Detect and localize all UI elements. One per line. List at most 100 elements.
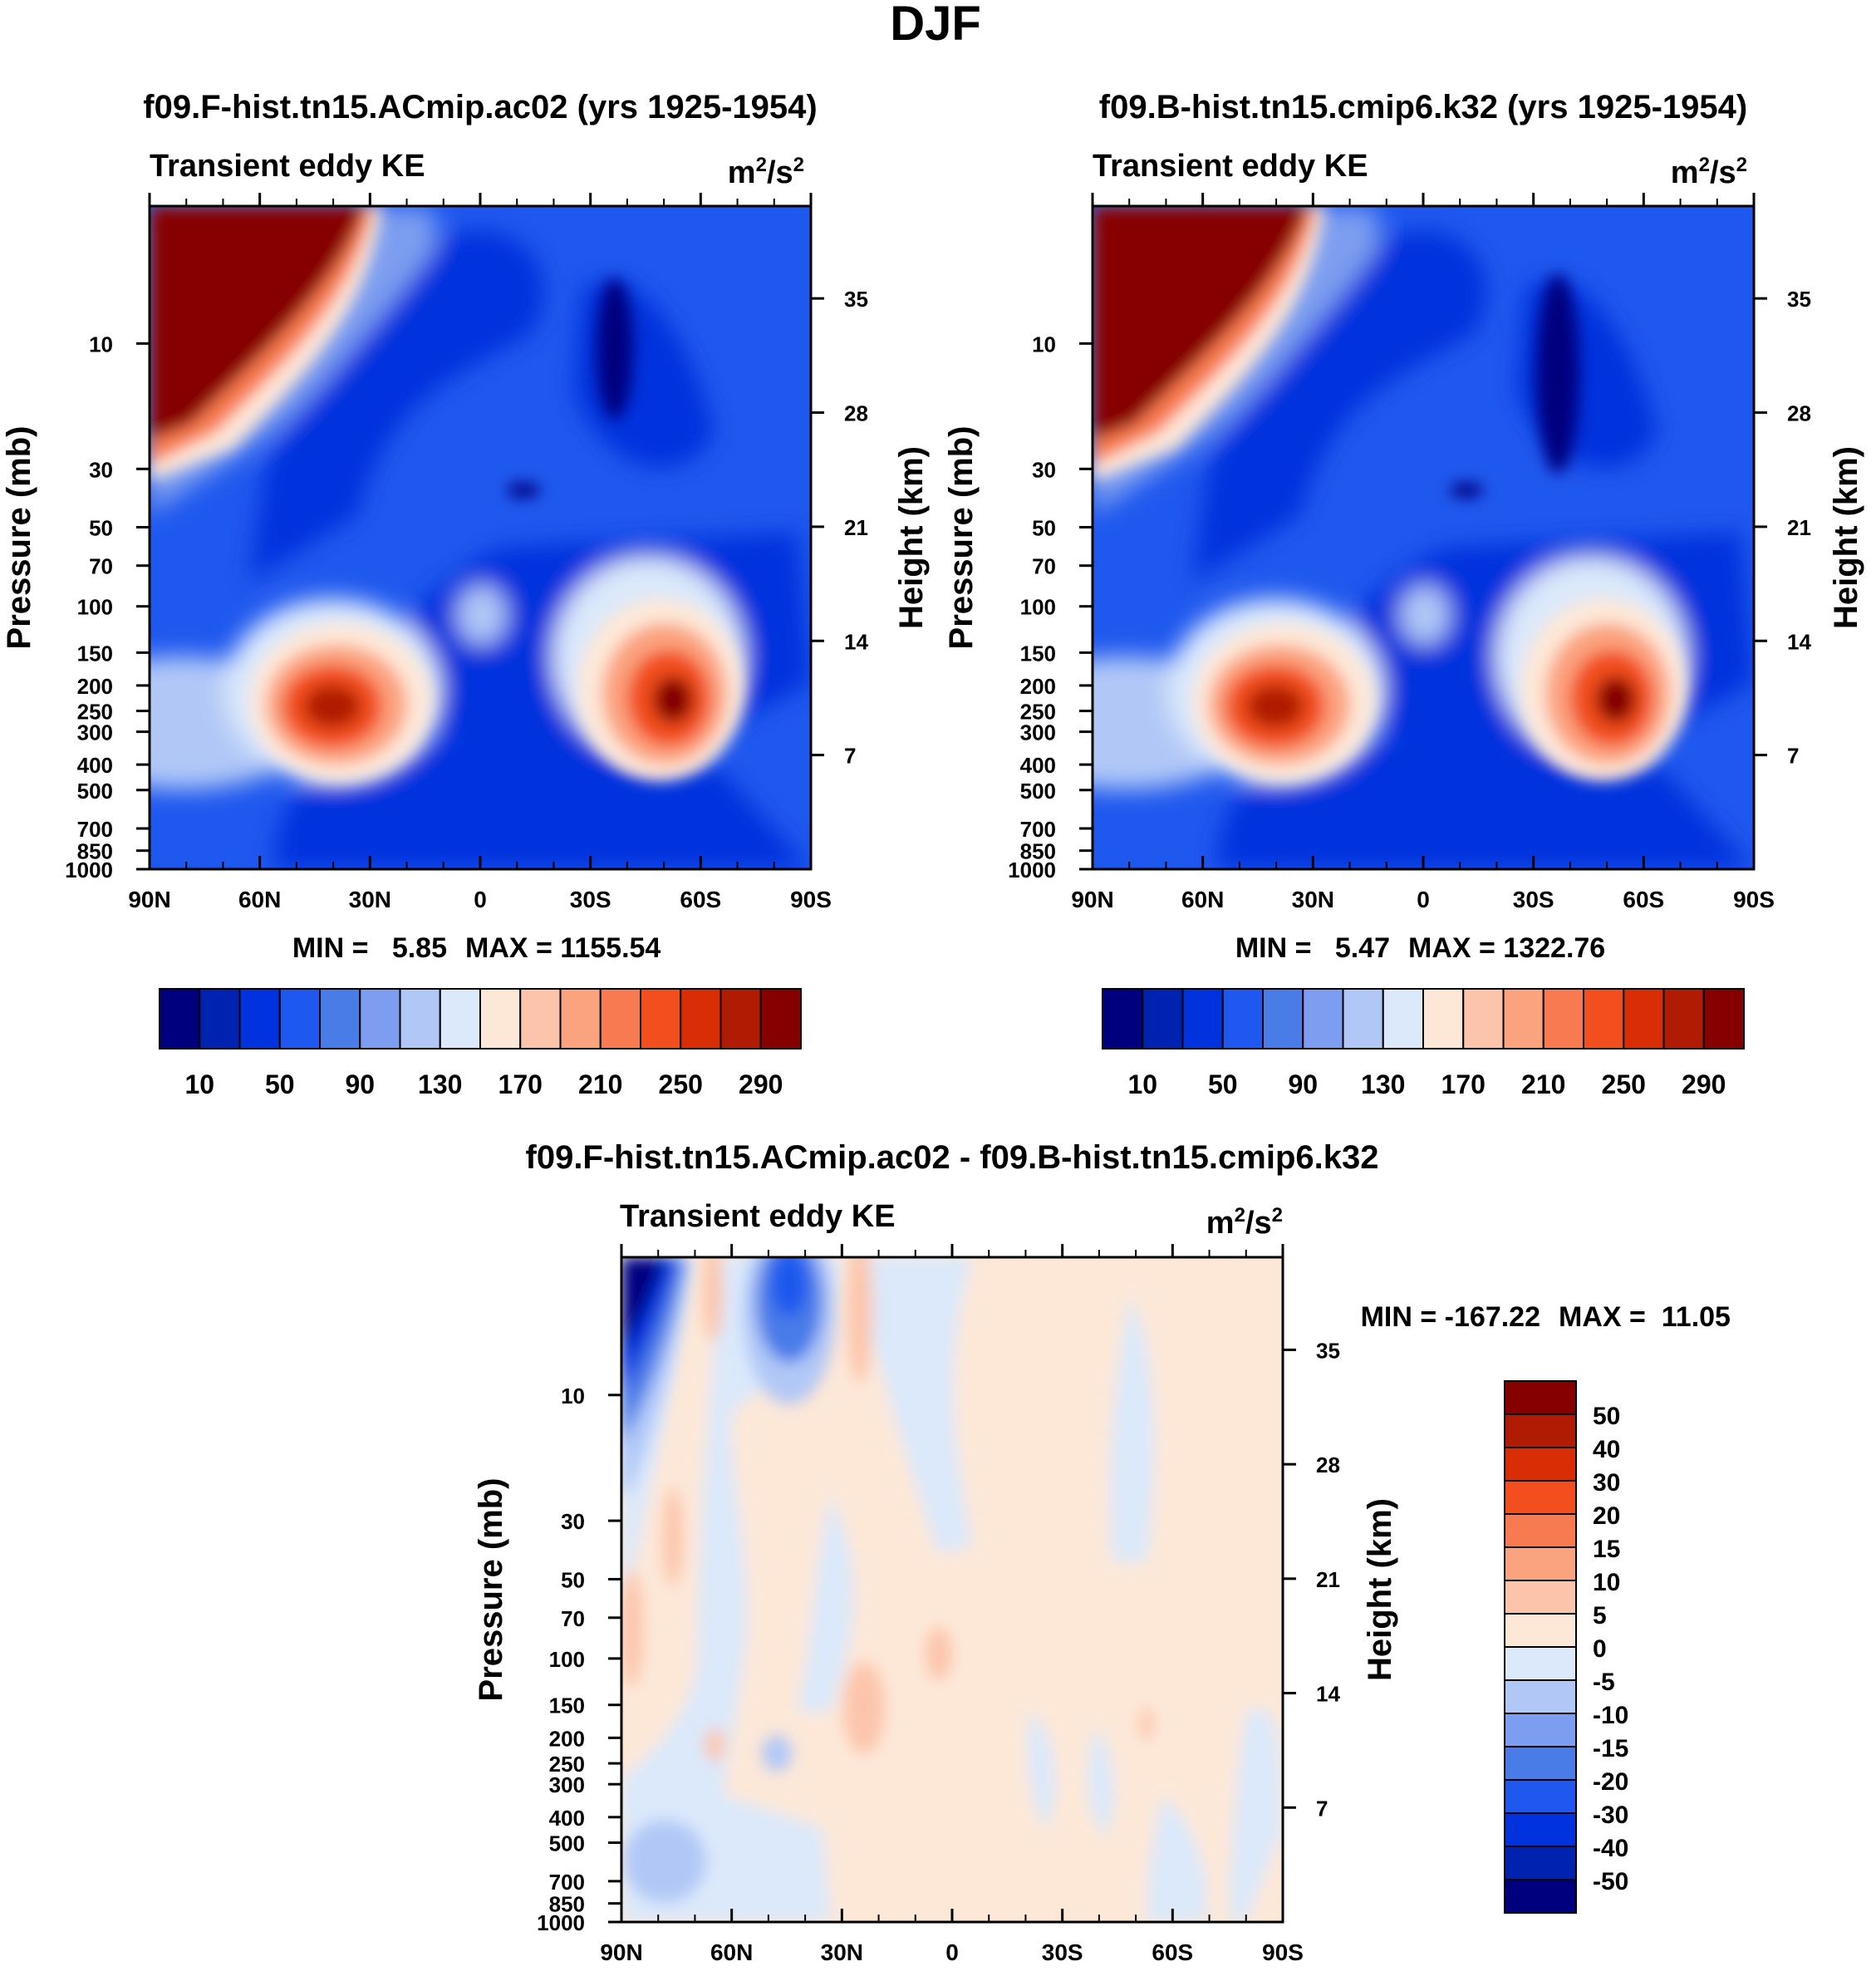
units-exp: 2 [793,154,804,176]
colorbar-label: 130 [418,1069,462,1099]
y-tick-label: 10 [561,1384,585,1408]
colorbar-label: 15 [1593,1536,1620,1563]
contour-field [621,1257,1283,1922]
colorbar-box [680,988,722,1049]
x-tick-label: 30N [821,1939,863,1965]
colorbar: 10 50 90 130 170 210 250 290 [1102,988,1745,1099]
contour-region [457,585,507,645]
x-tick-label: 90S [1733,887,1775,912]
max-label: MAX = 1155.54 [465,932,661,964]
colorbar-box [1504,1447,1577,1482]
height-tick-labels: 35 28 21 14 7 [1754,287,1811,769]
colorbar-label: 90 [1288,1069,1318,1099]
units-exp: 2 [1272,1204,1283,1226]
x-tick-label: 90N [1071,887,1113,912]
min-label: MIN = -167.22 [1361,1301,1540,1333]
contour-region [771,1257,808,1317]
colorbar-box [278,988,321,1049]
contour-region [1450,483,1483,498]
panel-left-subtitle: Transient eddy KE [150,149,425,184]
y-axis-label-right: Height (km) [893,446,930,629]
panel-test-run: f09.B-hist.tn15.cmip6.k32 (yrs 1925-1954… [943,89,1864,1099]
colorbar-label: 250 [659,1069,703,1099]
contour-field [1093,206,1754,869]
units-sep: /s [1245,1206,1272,1241]
x-tick-label: 60S [1152,1939,1193,1965]
colorbar-box [1342,988,1384,1049]
colorbar-label: 5 [1593,1602,1607,1630]
panel-title: f09.F-hist.tn15.ACmip.ac02 (yrs 1925-195… [143,89,817,125]
colorbar-label: -5 [1593,1669,1615,1696]
x-tick-label: 90N [600,1939,642,1965]
y-tick-label: 850 [1020,839,1056,864]
x-tick-label: 0 [945,1939,959,1965]
colorbar-label: 10 [1127,1069,1157,1099]
contour-region [1247,685,1304,728]
x-tick-labels: 90N 60N 30N 0 30S 60S 90S [128,193,832,912]
x-tick-label: 30N [1292,887,1334,912]
height-tick-label: 21 [1787,515,1811,540]
y-tick-label: 100 [549,1647,585,1672]
height-tick-label: 35 [1316,1338,1340,1363]
y-tick-label: 400 [549,1806,585,1831]
contour-region [1088,1728,1114,1836]
colorbar-box [1583,988,1625,1049]
page-title: DJF [890,0,981,51]
y-axis-label-right: Height (km) [1828,446,1864,629]
y-tick-label: 30 [1032,457,1056,482]
y-axis-label: Pressure (mb) [943,426,980,650]
y-tick-label: 50 [89,515,113,540]
contour-region [843,1662,885,1753]
contour-region [762,1735,792,1772]
height-tick-labels: 35 28 21 14 7 [811,287,868,769]
height-tick-label: 14 [1316,1682,1340,1707]
contour-region [507,483,540,498]
y-tick-label: 50 [1032,515,1056,540]
contour-region [1110,1296,1154,1562]
colorbar-label: 210 [578,1069,622,1099]
contour-region [597,278,633,420]
units-base: m [1206,1206,1235,1241]
colorbar-box [1504,1779,1577,1814]
y-tick-label: 70 [1032,554,1056,579]
units-label: m2/s2 [1206,1204,1283,1241]
x-tick-label: 0 [474,887,487,912]
contour-region [926,1627,952,1680]
colorbar-box [199,988,241,1049]
colorbar-box [1623,988,1665,1049]
units-exp: 2 [1736,154,1747,176]
colorbar-box [559,988,602,1049]
x-tick-label: 90S [790,887,832,912]
colorbar-label: -20 [1593,1768,1628,1796]
contour-region [798,1496,854,1712]
contour-region [1536,274,1579,474]
colorbar-label: -10 [1593,1702,1628,1729]
contour-region [1027,1712,1056,1828]
contour-region [621,1257,665,1354]
contour-region [847,1257,972,1554]
x-tick-label: 60N [710,1939,753,1965]
colorbar-box [1504,1546,1577,1581]
colorbar-box [479,988,522,1049]
colorbar-label: 50 [265,1069,295,1099]
colorbar-box [1504,1513,1577,1548]
colorbar-box [1142,988,1184,1049]
y-tick-label: 400 [1020,753,1056,778]
y-tick-label: 100 [77,595,113,620]
colorbar-label: 210 [1521,1069,1565,1099]
x-tick-label: 60S [680,887,721,912]
colorbar-box [1504,1746,1577,1781]
y-tick-label: 30 [561,1509,585,1534]
colorbar-box [159,988,201,1049]
colorbar-box [439,988,481,1049]
y-tick-label: 150 [549,1693,585,1718]
colorbar-box [1502,988,1545,1049]
colorbar-box [1504,1846,1577,1880]
y-tick-label: 700 [77,817,113,842]
panel-left-subtitle: Transient eddy KE [1093,149,1368,184]
colorbar-box [399,988,441,1049]
contour-region [304,685,361,728]
colorbar-box [1504,1679,1577,1714]
contour-region [705,1728,724,1762]
colorbar-box [1504,1646,1577,1681]
